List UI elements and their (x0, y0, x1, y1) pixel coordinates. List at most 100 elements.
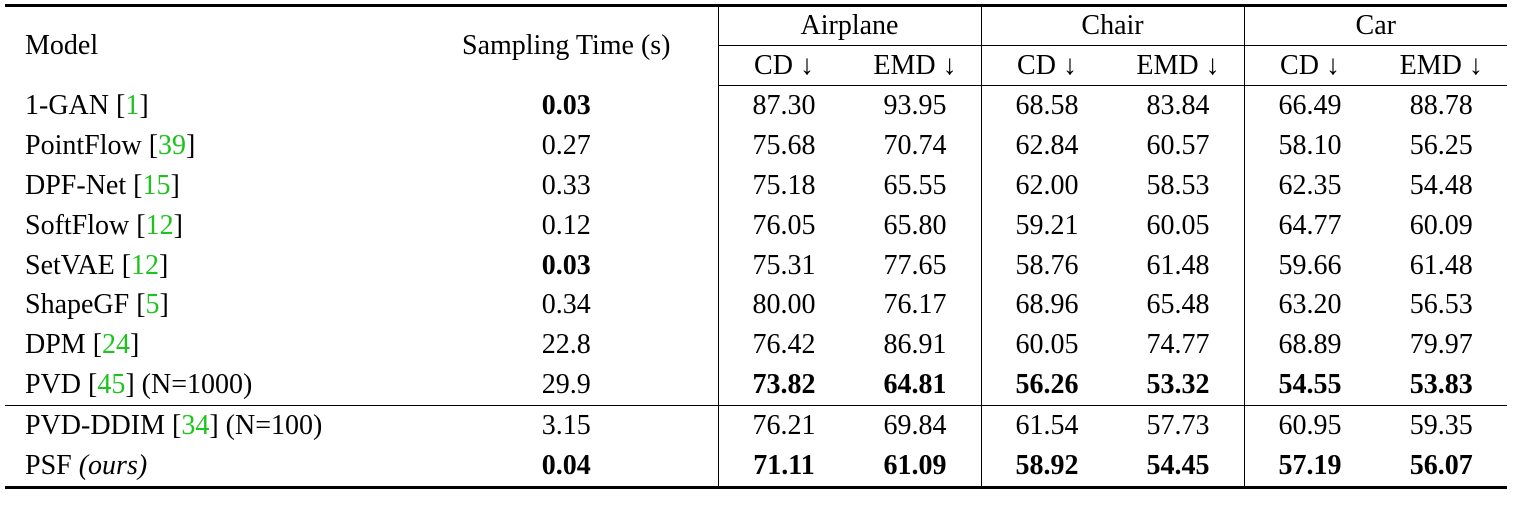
table-row: 1-GAN [1] 0.03 87.30 93.95 68.58 83.84 66.49 88… (5, 85, 1507, 126)
table-row: DPF-Net [15] 0.33 75.18 65.55 62.00 58.53 62.3… (5, 165, 1507, 206)
metric-cell: 61.09 (849, 446, 981, 489)
metric-cell: 68.96 (980, 285, 1113, 326)
sampling-time-cell: 0.34 (541, 289, 591, 321)
metric-cell: 83.84 (1146, 89, 1210, 121)
sampling-time-cell: 0.27 (541, 129, 591, 161)
model-name: DPF-Net [15] (5, 166, 415, 206)
model-name: SoftFlow [12] (5, 206, 415, 246)
model-label-suffix: ] (N=1000) (125, 369, 253, 401)
model-label: SoftFlow [ (25, 209, 146, 241)
metric-cell: 75.31 (717, 245, 850, 286)
header-metric: EMD ↓ (1112, 45, 1244, 86)
model-label-suffix: ] (186, 129, 196, 161)
metric-cell: 60.09 (1409, 209, 1473, 241)
sampling-time-cell: 29.9 (541, 369, 591, 401)
citation-link[interactable]: 1 (125, 89, 140, 121)
header-row-groups: Model Sampling Time (s) Airplane Chair C… (5, 4, 1507, 86)
metric-cell: 60.05 (1146, 209, 1210, 241)
metric-cell: 68.89 (1243, 325, 1376, 366)
metric-cell: 75.68 (717, 125, 850, 166)
metric-cell: 65.55 (883, 169, 947, 201)
metric-cell: 64.77 (1243, 205, 1376, 246)
metric-cell: 53.83 (1409, 369, 1473, 401)
model-label: SetVAE [ (25, 249, 132, 281)
metric-cell: 61.54 (980, 405, 1113, 447)
header-metric: CD ↓ (980, 45, 1113, 86)
metric-cell: 59.66 (1243, 245, 1376, 286)
header-metric: EMD ↓ (1375, 45, 1507, 86)
metric-cell: 64.81 (883, 369, 947, 401)
model-label-suffix: ] (N=100) (209, 410, 323, 442)
model-name: PointFlow [39] (5, 126, 415, 166)
sampling-time-cell: 22.8 (541, 329, 591, 361)
table-row: PVD [45] (N=1000) 29.9 73.82 64.81 56.26 53.3… (5, 365, 1507, 406)
citation-link[interactable]: 15 (142, 169, 171, 201)
model-name: 1-GAN [1] (5, 86, 415, 126)
model-label-suffix: ] (170, 169, 180, 201)
metric-cell: 73.82 (717, 365, 850, 406)
sampling-time-cell: 0.03 (541, 249, 591, 281)
results-table: Model Sampling Time (s) Airplane Chair C… (5, 4, 1507, 489)
metric-cell: 62.00 (980, 165, 1113, 206)
model-label-suffix: ] (173, 209, 183, 241)
model-name: PSF (ours) (5, 446, 415, 489)
table-row: PVD-DDIM [34] (N=100) 3.15 76.21 69.84 61.54… (5, 405, 1507, 447)
citation-link[interactable]: 39 (158, 129, 187, 161)
metric-cell: 74.77 (1146, 329, 1210, 361)
citation-link[interactable]: 12 (145, 209, 174, 241)
sampling-time-cell: 0.04 (415, 446, 718, 489)
metric-cell: 60.95 (1243, 405, 1376, 447)
metric-cell: 58.92 (980, 446, 1113, 489)
sampling-time-cell: 0.03 (541, 89, 591, 121)
metric-cell: 62.84 (980, 125, 1113, 166)
model-label: ShapeGF [ (25, 289, 146, 321)
table-row: PointFlow [39] 0.27 75.68 70.74 62.84 60.57 58… (5, 125, 1507, 166)
metric-cell: 77.65 (883, 249, 947, 281)
model-label-suffix: ] (159, 289, 169, 321)
metric-cell: 79.97 (1409, 329, 1473, 361)
metric-cell: 56.53 (1409, 289, 1473, 321)
metric-cell: 54.45 (1112, 446, 1244, 489)
model-label: 1-GAN [ (25, 89, 126, 121)
header-group-car: Car (1243, 4, 1507, 46)
metric-cell: 57.73 (1112, 405, 1244, 447)
table-row: SetVAE [12] 0.03 75.31 77.65 58.76 61.48 59.66… (5, 245, 1507, 286)
model-label: DPM [ (25, 329, 103, 361)
metric-cell: 54.55 (1243, 365, 1376, 406)
header-metric: CD ↓ (717, 45, 850, 86)
metric-cell: 65.48 (1146, 289, 1210, 321)
model-name: ShapeGF [5] (5, 285, 415, 325)
model-name: SetVAE [12] (5, 246, 415, 286)
metric-cell: 87.30 (717, 85, 850, 126)
model-name: DPM [24] (5, 325, 415, 365)
model-name: PVD-DDIM [34] (N=100) (5, 405, 415, 447)
table-row: PSF (ours) 0.04 71.11 61.09 58.92 54.45 57.19 5… (5, 446, 1507, 489)
metric-cell: 68.58 (980, 85, 1113, 126)
metric-cell: 65.80 (883, 209, 947, 241)
metric-cell: 61.48 (1146, 249, 1210, 281)
sampling-time-cell: 0.33 (541, 169, 591, 201)
header-metric: CD ↓ (1243, 45, 1376, 86)
citation-link[interactable]: 24 (102, 329, 131, 361)
model-label-note: (ours) (78, 449, 148, 481)
model-name: PVD [45] (N=1000) (5, 365, 415, 405)
sampling-time-cell: 0.12 (541, 209, 591, 241)
metric-cell: 66.49 (1243, 85, 1376, 126)
metric-cell: 60.57 (1146, 129, 1210, 161)
model-label: PVD-DDIM [ (25, 410, 182, 442)
sampling-time-cell: 3.15 (415, 405, 718, 447)
metric-cell: 61.48 (1409, 249, 1473, 281)
citation-link[interactable]: 34 (181, 410, 210, 442)
header-group-airplane: Airplane (717, 4, 981, 46)
model-label: PVD [ (25, 369, 98, 401)
table-row: SoftFlow [12] 0.12 76.05 65.80 59.21 60.05 64.… (5, 205, 1507, 246)
metric-cell: 54.48 (1409, 169, 1473, 201)
metric-cell: 56.07 (1375, 446, 1507, 489)
metric-cell: 63.20 (1243, 285, 1376, 326)
citation-link[interactable]: 5 (145, 289, 160, 321)
metric-cell: 80.00 (717, 285, 850, 326)
citation-link[interactable]: 12 (131, 249, 160, 281)
citation-link[interactable]: 45 (97, 369, 126, 401)
table-row: DPM [24] 22.8 76.42 86.91 60.05 74.77 68.89 79.… (5, 325, 1507, 366)
